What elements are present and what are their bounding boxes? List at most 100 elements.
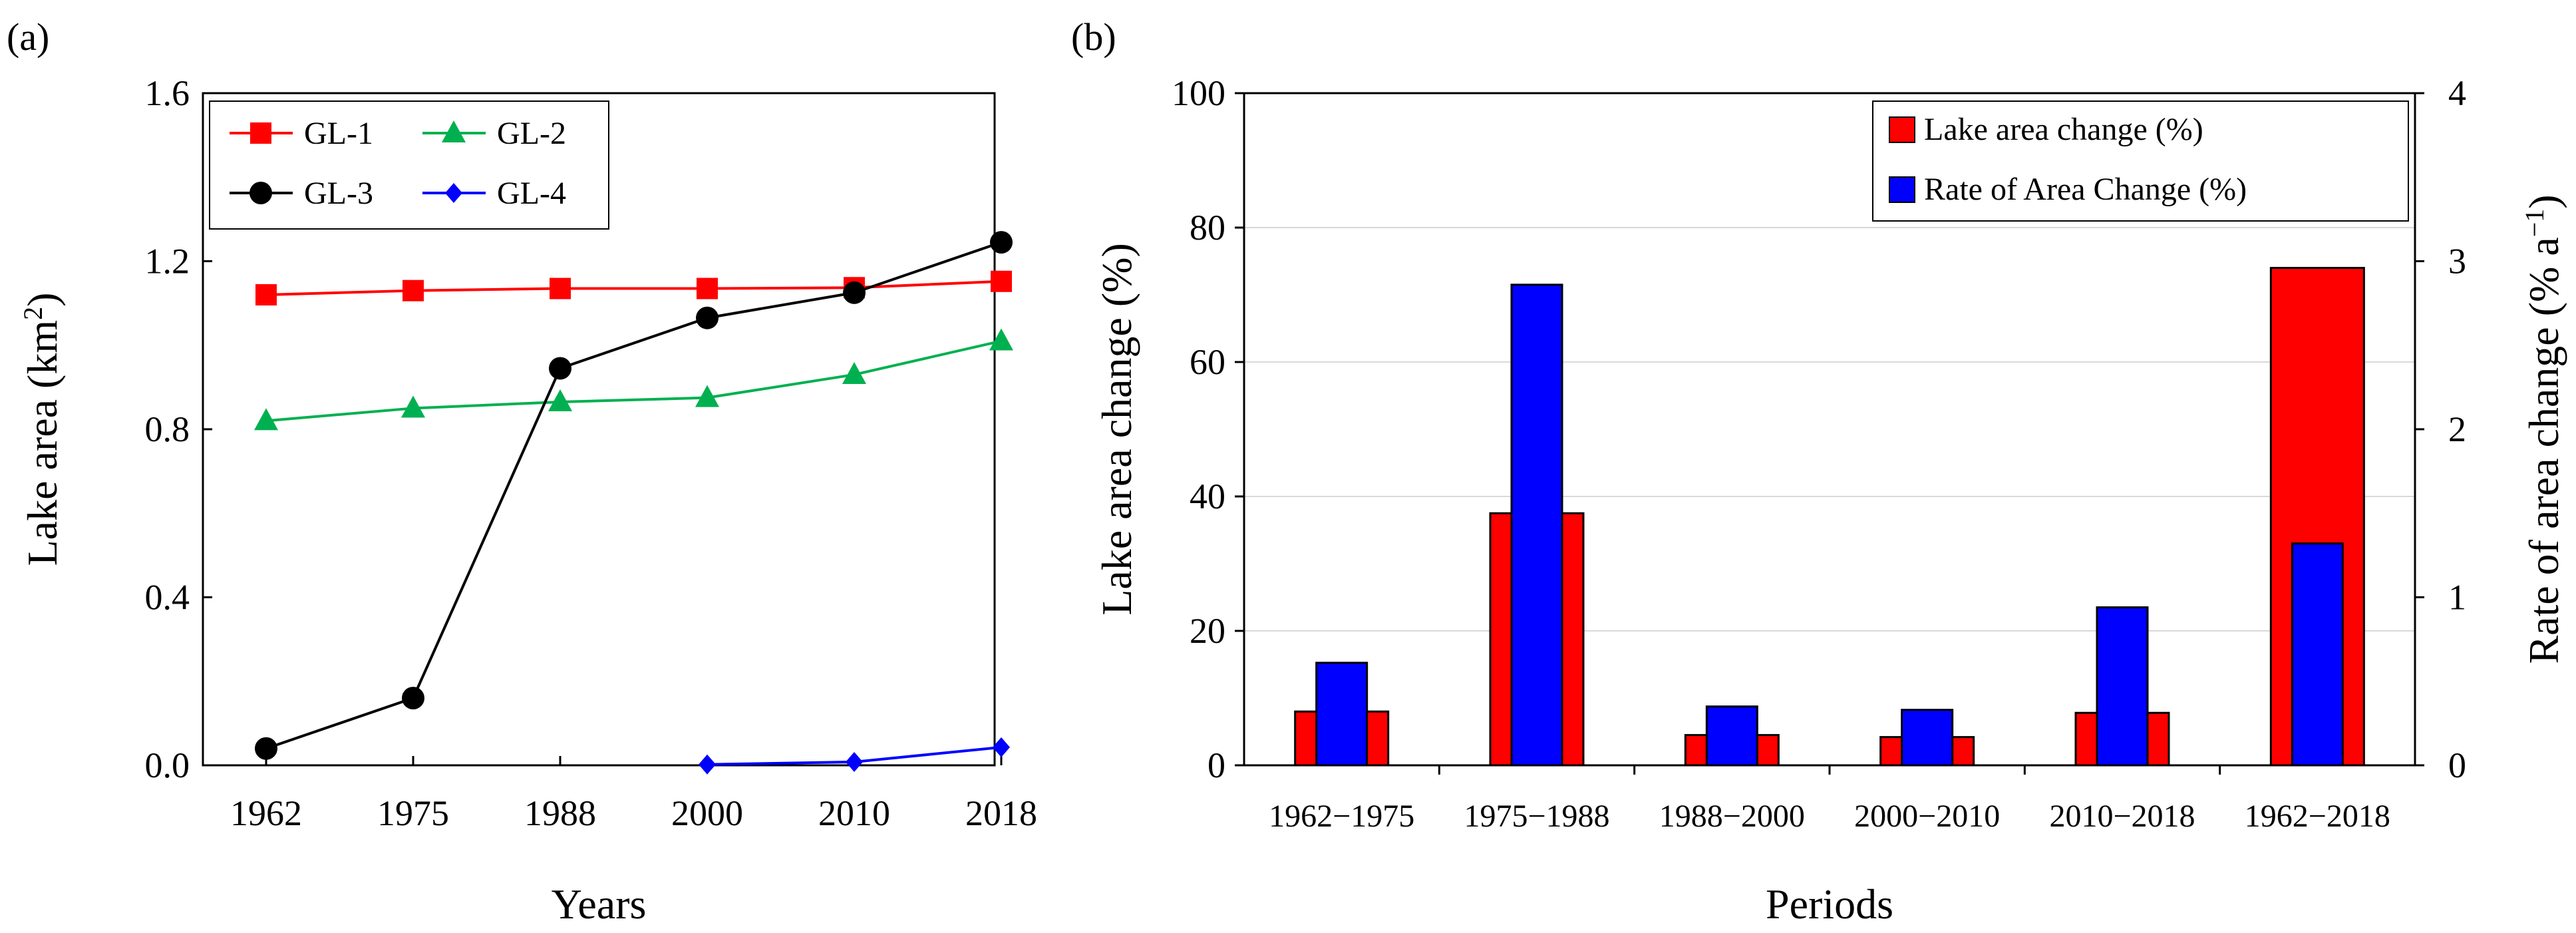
legend-gl-4-marker: [445, 183, 462, 203]
panel-b-x-ticks: 1962−1975 1975−1988 1988−2000 2000−2010 2010…: [1269, 765, 2390, 834]
series-gl-4-point: [846, 751, 863, 772]
panel-a-y-axis-title-main: Lake area (km: [19, 320, 66, 566]
panel-a-y-axis-title: Lake area (km2): [18, 293, 66, 566]
series-gl-1-point: [550, 278, 571, 299]
series-gl-3-point: [990, 231, 1013, 254]
panel-a-x-tick-label: 2018: [965, 793, 1037, 833]
panel-a-y-tick-label: 1.6: [145, 73, 190, 113]
panel-a-x-tick-label: 1962: [230, 793, 302, 833]
series-gl-2-point: [548, 389, 572, 411]
legend-gl-4-label: GL-4: [497, 176, 566, 211]
series-gl-3-point: [843, 281, 866, 304]
series-gl-2-point: [254, 408, 278, 431]
panel-a-y-tick-label: 0.0: [145, 745, 190, 785]
bar-rate-of-area-change: [1901, 709, 1954, 767]
panel-b-left-y-ticks: 0 20 40 60 80 100: [1172, 73, 1244, 785]
series-gl-2-point: [989, 328, 1013, 351]
series-gl-1-point: [991, 270, 1012, 292]
panel-a-x-tick-label: 1975: [377, 793, 449, 833]
panel-b-x-tick-label: 1962−2018: [2245, 799, 2390, 834]
panel-a-y-tick-label: 0.8: [145, 409, 190, 449]
series-gl-4-point: [699, 754, 716, 775]
panel-b-right-y-axis-title-sup: −1: [2519, 209, 2549, 238]
series-gl-3-point: [402, 687, 424, 709]
panel-b-right-y-axis-title: Rate of area change (% a−1): [2519, 194, 2567, 663]
panel-b-x-tick-label: 1988−2000: [1659, 799, 1805, 834]
series-gl-2-point: [842, 361, 866, 384]
bar-rate-of-area-change: [1510, 283, 1563, 767]
panel-b-right-y-tick-label: 1: [2448, 578, 2466, 618]
series-gl-3: [255, 231, 1013, 760]
panel-a-line-chart: (a) 0.0 0.4 0.8 1.2 1.6 1962 1975 1988 2000 2010…: [7, 15, 1037, 928]
series-gl-1: [255, 270, 1012, 305]
series-gl-3-point: [549, 357, 571, 380]
panel-b-right-y-ticks: 0 1 2 3 4: [2415, 73, 2466, 785]
series-gl-3-point: [255, 737, 277, 760]
legend-gl-3-marker: [249, 182, 272, 204]
panel-b-right-y-tick-label: 2: [2448, 409, 2466, 449]
panel-b-right-y-axis-title-main: Rate of area change (% a: [2520, 237, 2567, 663]
panel-b-legend-box: [1872, 100, 2409, 222]
series-gl-2-point: [695, 385, 719, 407]
series-gl-3-point: [696, 306, 719, 329]
legend-gl-2-label: GL-2: [497, 116, 566, 151]
panel-b-label: (b): [1071, 15, 1116, 59]
series-gl-1-line: [265, 280, 1002, 296]
panel-b-left-y-tick-label: 60: [1190, 342, 1225, 382]
panel-a-y-tick-label: 1.2: [145, 242, 190, 281]
panel-a-x-tick-label: 2010: [818, 793, 890, 833]
bar-rate-of-area-change: [2096, 606, 2149, 767]
panel-b-gridlines: [1244, 227, 2415, 632]
panel-b-right-y-tick-label: 3: [2448, 242, 2466, 281]
panel-a-y-tick-label: 0.4: [145, 578, 190, 618]
panel-b-left-y-tick-label: 40: [1190, 476, 1225, 516]
panel-a-legend: GL-1 GL-2 GL-3 GL-4: [209, 100, 609, 230]
panel-b-left-y-tick-label: 100: [1172, 73, 1225, 113]
panel-b-left-y-tick-label: 0: [1208, 745, 1225, 785]
series-gl-4: [699, 737, 1010, 775]
legend-swatch-0: [1889, 116, 1915, 143]
panel-b-bars: [1294, 267, 2365, 767]
panel-b-x-tick-label: 1962−1975: [1269, 799, 1414, 834]
panel-a-series: [254, 231, 1013, 775]
panel-b-right-y-tick-label: 0: [2448, 745, 2466, 785]
panel-b-left-y-tick-label: 20: [1190, 611, 1225, 651]
panel-a-legend-box: [209, 100, 609, 230]
panel-a-x-axis-title: Years: [552, 880, 647, 928]
panel-b-x-tick-label: 2000−2010: [1854, 799, 2000, 834]
panel-b-right-y-axis-title-end: ): [2520, 194, 2567, 208]
panel-b-left-y-tick-label: 80: [1190, 208, 1225, 248]
legend-swatch-1: [1889, 176, 1915, 203]
bar-rate-of-area-change: [1705, 705, 1758, 767]
bar-rate-of-area-change: [1315, 661, 1368, 767]
panel-b-x-tick-label: 1975−1988: [1464, 799, 1609, 834]
panel-a-label: (a): [7, 15, 49, 59]
series-gl-1-point: [402, 280, 424, 301]
legend-gl-3-label: GL-3: [304, 176, 373, 211]
series-gl-3-line: [265, 241, 1002, 750]
legend-gl-1-label: GL-1: [304, 116, 373, 151]
series-gl-2-point: [401, 395, 425, 418]
legend-label-1: Rate of Area Change (%): [1924, 172, 2247, 207]
panel-b-right-y-tick-label: 4: [2448, 73, 2466, 113]
panel-b-bar-chart: (b) 0 20 40 60 80 100 0 1 2 3 4 1962−1975 1975−198…: [1071, 15, 2567, 928]
panel-a-x-tick-label: 1988: [524, 793, 596, 833]
legend-label-0: Lake area change (%): [1924, 112, 2203, 147]
panel-b-x-tick-label: 2010−2018: [2049, 799, 2195, 834]
panel-a-y-ticks: 0.0 0.4 0.8 1.2 1.6: [145, 73, 212, 785]
panel-a-y-axis-title-end: ): [19, 293, 66, 307]
panel-b-legend: Lake area change (%) Rate of Area Change …: [1872, 100, 2409, 222]
series-gl-2-line: [265, 339, 1002, 423]
legend-gl-1-marker: [250, 122, 271, 144]
series-gl-2: [254, 328, 1013, 431]
panel-b-x-axis-title: Periods: [1766, 880, 1893, 928]
bar-rate-of-area-change: [2291, 542, 2344, 767]
series-gl-4-point: [993, 737, 1010, 757]
series-gl-1-point: [255, 284, 277, 305]
panel-a-y-axis-title-sup: 2: [18, 307, 48, 320]
panel-b-left-y-axis-title: Lake area change (%): [1093, 243, 1140, 616]
panel-a-x-tick-label: 2000: [671, 793, 743, 833]
legend-gl-2-marker: [442, 120, 466, 142]
series-gl-1-point: [697, 278, 718, 299]
